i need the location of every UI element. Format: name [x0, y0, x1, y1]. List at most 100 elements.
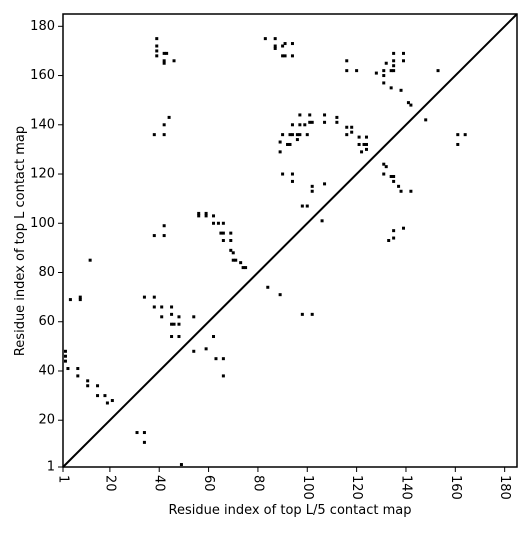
contact-point	[345, 59, 349, 63]
x-axis-label: Residue index of top L/5 contact map	[169, 503, 412, 518]
contact-point	[278, 150, 282, 154]
contact-point	[221, 221, 225, 225]
contact-point	[283, 42, 287, 46]
contact-point	[298, 123, 302, 127]
contact-point	[402, 59, 405, 63]
contact-point	[424, 118, 428, 122]
contact-point	[273, 46, 277, 50]
contact-point	[283, 54, 287, 58]
contact-point	[382, 172, 386, 176]
contact-point	[350, 130, 354, 134]
contact-point	[76, 367, 80, 371]
contact-point	[231, 258, 235, 262]
contact-point	[278, 293, 282, 297]
contact-point	[281, 54, 285, 58]
contact-point	[310, 184, 314, 188]
contact-point	[382, 74, 386, 78]
contact-point	[216, 221, 220, 225]
contact-point	[239, 261, 243, 265]
contact-point	[229, 248, 233, 252]
contact-point	[281, 133, 285, 137]
contact-point	[290, 123, 294, 127]
diagonal-line	[62, 13, 518, 468]
y-tick-label: 100	[30, 216, 55, 231]
contact-point	[399, 88, 403, 92]
contact-point	[241, 266, 245, 270]
contact-point	[463, 133, 467, 137]
contact-point	[142, 440, 146, 444]
contact-point	[135, 431, 139, 435]
contact-point	[392, 64, 396, 68]
contact-point	[177, 322, 181, 326]
contact-point	[96, 384, 100, 388]
contact-point	[177, 335, 181, 339]
contact-point	[364, 135, 368, 139]
contact-point	[305, 204, 309, 208]
contact-point	[212, 335, 216, 339]
x-tick-label: 160	[448, 475, 463, 500]
contact-point	[286, 142, 290, 146]
contact-point	[456, 133, 460, 137]
contact-point	[78, 298, 82, 302]
plot-frame	[62, 13, 518, 468]
contact-point	[392, 229, 396, 233]
contact-point	[389, 69, 393, 73]
contact-point	[399, 189, 403, 193]
contact-point	[219, 231, 223, 235]
contact-point	[308, 120, 312, 124]
contact-point	[162, 133, 166, 137]
contact-point	[362, 142, 366, 146]
contact-point	[177, 315, 181, 319]
contact-point	[234, 258, 238, 262]
contact-point	[298, 113, 302, 117]
y-tick-label: 180	[30, 19, 55, 34]
contact-point	[266, 285, 270, 289]
x-tick-label: 1	[56, 475, 71, 483]
contact-point	[103, 394, 107, 398]
contact-point	[162, 59, 166, 63]
contact-point	[170, 335, 174, 339]
contact-point	[96, 394, 100, 398]
contact-point	[281, 172, 285, 176]
contact-point	[310, 312, 314, 316]
contact-point	[221, 357, 225, 361]
contact-point	[355, 69, 359, 73]
contact-point	[160, 315, 164, 319]
contact-point	[392, 174, 396, 178]
contact-point	[456, 142, 460, 146]
contact-point	[392, 59, 396, 63]
contact-point	[300, 312, 304, 316]
contact-point	[192, 315, 196, 319]
contact-point	[374, 71, 378, 75]
contact-point	[298, 133, 302, 137]
contact-point	[229, 231, 233, 235]
contact-point	[360, 150, 364, 154]
contact-point	[335, 115, 339, 119]
contact-point	[320, 219, 324, 223]
contact-point	[221, 231, 225, 235]
contact-point	[364, 142, 368, 146]
contact-point	[212, 214, 216, 218]
contact-point	[170, 322, 174, 326]
contact-point	[300, 204, 304, 208]
y-tick-label: 1	[47, 460, 55, 475]
contact-point	[63, 349, 67, 353]
contact-point	[179, 463, 183, 467]
y-tick-label: 20	[38, 413, 55, 428]
contact-point	[382, 162, 386, 166]
contact-point	[357, 142, 361, 146]
contact-point	[406, 101, 410, 105]
x-tick-label: 100	[300, 475, 315, 500]
contact-point	[281, 44, 285, 48]
contact-point	[323, 113, 327, 117]
contact-point	[323, 120, 327, 124]
contact-point	[172, 322, 176, 326]
contact-point	[170, 312, 174, 316]
contact-point	[221, 239, 225, 242]
contact-point	[290, 54, 294, 58]
contact-point	[142, 431, 146, 435]
contact-point	[392, 236, 396, 240]
y-tick-label: 140	[30, 117, 55, 132]
contact-point	[142, 295, 146, 299]
